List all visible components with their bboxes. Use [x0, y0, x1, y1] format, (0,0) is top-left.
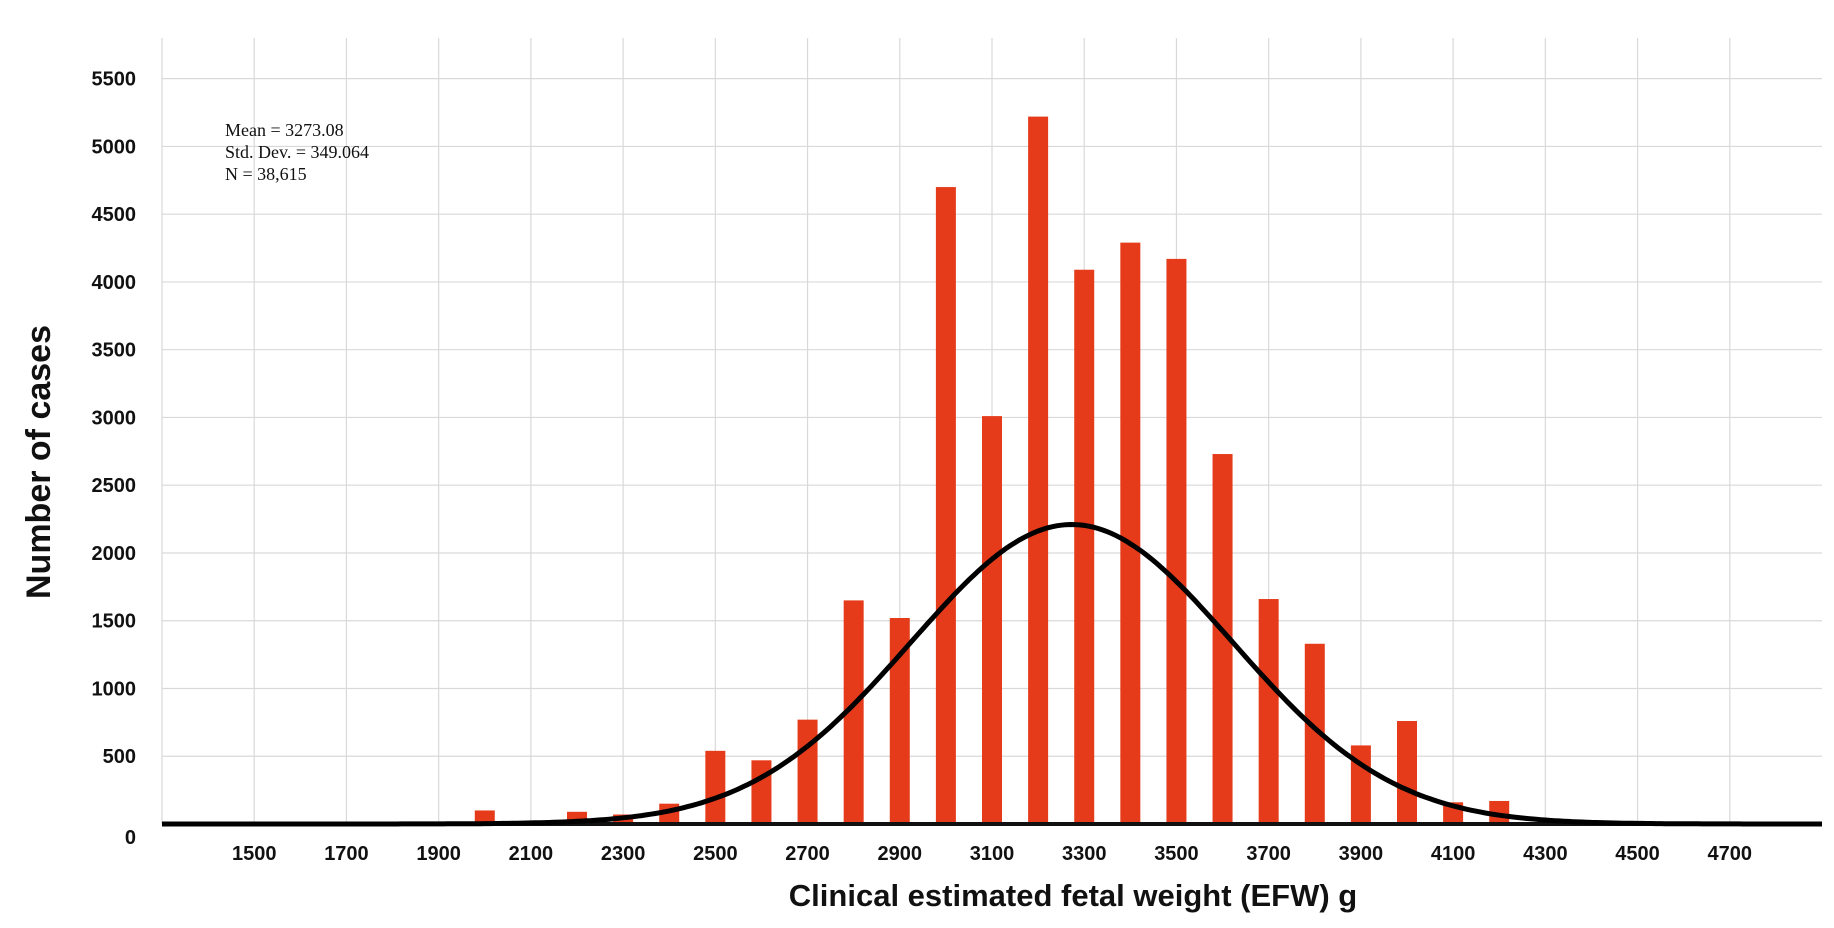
x-axis-title: Clinical estimated fetal weight (EFW) g: [789, 878, 1357, 913]
bar-2500: [705, 750, 726, 824]
x-tick-label: 1700: [324, 843, 369, 865]
x-tick-label: 3100: [970, 843, 1015, 865]
x-tick-label: 4700: [1708, 843, 1753, 865]
bar-3700: [1258, 599, 1279, 824]
bar-2600: [751, 760, 772, 824]
y-tick-label: 5500: [92, 69, 137, 91]
bar-3300: [1074, 269, 1095, 824]
x-tick-label: 4100: [1431, 843, 1476, 865]
y-tick-label: 1000: [92, 678, 137, 700]
y-tick-label: 0: [125, 827, 136, 849]
y-tick-label: 4500: [92, 204, 137, 226]
bar-3600: [1212, 454, 1233, 824]
x-tick-label: 3300: [1062, 843, 1107, 865]
y-axis-ticks: 0 500 1000 1500 2000 2500 3000 3500 4000 4500 5000…: [92, 69, 137, 849]
x-tick-label: 3700: [1246, 843, 1291, 865]
y-tick-label: 1500: [92, 611, 137, 633]
bar-2000: [474, 810, 495, 824]
x-tick-label: 2900: [878, 843, 923, 865]
stats-mean: Mean = 3273.08: [225, 120, 344, 140]
x-axis-ticks: 1500 1700 1900 2100 2300 2500 2700 2900 3100 3300…: [232, 843, 1752, 865]
x-tick-label: 4300: [1523, 843, 1568, 865]
x-tick-label: 4500: [1615, 843, 1660, 865]
x-tick-label: 2100: [509, 843, 554, 865]
y-tick-label: 2000: [92, 543, 137, 565]
y-tick-label: 500: [103, 746, 136, 768]
y-tick-label: 5000: [92, 136, 137, 158]
bar-2900: [889, 618, 910, 824]
bar-3400: [1120, 242, 1141, 824]
bar-2800: [843, 600, 864, 824]
y-tick-label: 3000: [92, 407, 137, 429]
x-tick-label: 2500: [693, 843, 738, 865]
x-tick-label: 2300: [601, 843, 646, 865]
x-tick-label: 3500: [1154, 843, 1199, 865]
bar-3500: [1166, 258, 1187, 825]
x-tick-label: 2700: [785, 843, 830, 865]
y-tick-label: 2500: [92, 475, 137, 497]
x-tick-label: 3900: [1339, 843, 1384, 865]
x-tick-label: 1900: [416, 843, 461, 865]
bar-3800: [1304, 643, 1325, 824]
x-tick-label: 1500: [232, 843, 277, 865]
y-tick-label: 4000: [92, 272, 137, 294]
y-tick-label: 3500: [92, 340, 137, 362]
bar-2700: [797, 719, 818, 824]
stats-std-dev: Std. Dev. = 349.064: [225, 142, 369, 162]
bar-4000: [1397, 721, 1417, 824]
y-axis-title: Number of cases: [20, 325, 58, 599]
stats-n: N = 38,615: [225, 164, 307, 184]
bar-3200: [1028, 116, 1049, 825]
bar-3100: [982, 416, 1002, 824]
normal-fit-curve: [162, 521, 1822, 827]
bars: [474, 116, 1510, 825]
bar-3000: [935, 187, 956, 824]
